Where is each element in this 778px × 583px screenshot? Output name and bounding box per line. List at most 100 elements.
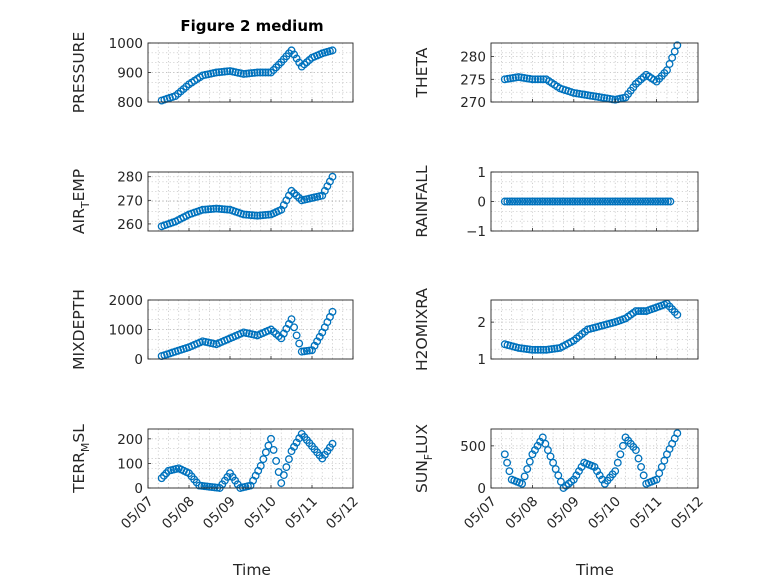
data-point: [247, 69, 256, 78]
data-point: [533, 197, 542, 206]
y-tick-label: 280: [460, 50, 486, 66]
data-point: [500, 450, 509, 459]
data-point: [637, 462, 646, 471]
y-tick-label: −1: [466, 224, 486, 240]
data-point: [517, 344, 526, 353]
data-point: [256, 211, 265, 220]
data-point: [586, 197, 595, 206]
data-point: [292, 331, 301, 340]
y-tick-label: 0: [134, 481, 143, 497]
data-point: [528, 75, 537, 84]
data-point: [509, 73, 518, 82]
data-point: [545, 345, 553, 354]
data-point: [536, 75, 545, 84]
y-tick-label: 1: [477, 352, 486, 368]
data-point: [618, 197, 627, 206]
data-point: [597, 93, 606, 102]
y-axis-label-theta: THETA: [413, 47, 431, 98]
data-point: [513, 197, 522, 206]
data-point: [655, 469, 664, 478]
data-point: [546, 197, 554, 206]
y-tick-label: 280: [117, 170, 143, 186]
data-point: [250, 68, 259, 77]
data-point: [563, 197, 572, 206]
data-point: [201, 205, 210, 214]
y-axis-label-sun-flux: SUNFLUX: [413, 424, 435, 493]
subplot-pressure: 800 900 1000 PRESSURE: [70, 32, 354, 114]
axes-frame: [147, 428, 354, 489]
data-point: [517, 73, 526, 82]
data-point: [583, 197, 592, 206]
data-point: [661, 197, 670, 206]
data-point: [572, 89, 581, 98]
data-point: [571, 197, 580, 206]
data-point: [540, 197, 549, 206]
data-point: [518, 197, 527, 206]
data-point: [586, 91, 595, 100]
data-point: [623, 197, 632, 206]
data-point: [250, 211, 259, 220]
data-point: [525, 197, 534, 206]
data-point: [631, 446, 640, 455]
data-point: [657, 462, 666, 471]
y-tick-label: 500: [460, 439, 486, 455]
data-point: [578, 197, 587, 206]
axes-frame: [147, 171, 354, 232]
data-point: [523, 465, 532, 473]
data-point: [212, 68, 221, 77]
data-point: [666, 197, 675, 206]
data-point: [561, 197, 569, 206]
data-point: [505, 467, 514, 476]
data-point: [553, 197, 562, 206]
data-point: [209, 204, 218, 213]
data-point: [611, 197, 620, 206]
data-point: [556, 197, 564, 206]
data-point: [619, 441, 627, 450]
data-point: [292, 54, 301, 63]
data-point: [212, 204, 221, 213]
data-point: [159, 471, 168, 480]
y-tick-label: 0: [134, 352, 143, 368]
data-point: [282, 463, 291, 472]
y-axis-label-terr-msl: TERRMSL: [70, 424, 92, 494]
data-point: [633, 197, 642, 206]
data-point: [528, 197, 537, 206]
data-point: [593, 197, 602, 206]
data-point: [589, 92, 598, 101]
data-point: [611, 467, 620, 476]
y-axis-label-pressure: PRESSURE: [70, 32, 88, 114]
data-point: [328, 172, 337, 181]
data-point: [284, 455, 293, 464]
data-point: [616, 450, 625, 459]
data-point: [598, 197, 607, 206]
data-point: [533, 345, 542, 354]
data-point: [500, 75, 509, 84]
data-point: [626, 197, 635, 206]
y-tick-label: 800: [117, 95, 143, 111]
data-point: [220, 67, 229, 76]
data-point: [518, 479, 526, 488]
data-point: [578, 90, 587, 99]
data-point: [258, 211, 267, 220]
data-point: [267, 434, 275, 443]
x-axis-label-right: Time: [575, 561, 614, 579]
y-axis-label-rainfall: RAINFALL: [413, 165, 431, 238]
data-point: [531, 75, 540, 84]
data-point: [328, 307, 337, 316]
data-point: [503, 458, 512, 467]
data-point: [569, 88, 578, 97]
data-point: [591, 197, 600, 206]
data-point: [600, 93, 609, 102]
data-point: [631, 197, 640, 206]
data-point: [328, 46, 337, 55]
data-point: [566, 197, 574, 206]
data-point: [541, 439, 550, 448]
data-point: [215, 68, 224, 77]
data-point: [588, 197, 597, 206]
data-point: [549, 458, 558, 467]
subplot-rainfall: −1 0 1 RAINFALL: [413, 165, 699, 240]
data-point: [525, 74, 534, 83]
data-point: [272, 457, 281, 465]
data-point: [539, 345, 548, 354]
data-point: [638, 197, 647, 206]
